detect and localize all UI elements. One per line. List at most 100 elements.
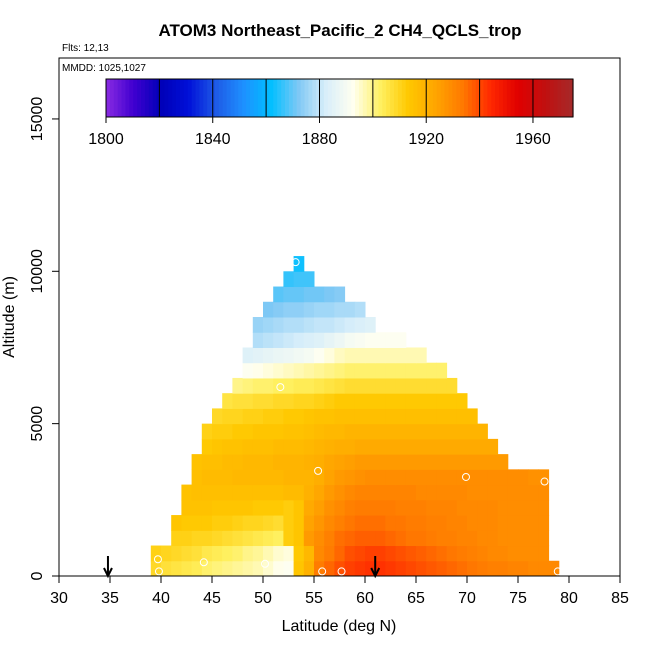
- heatmap-cell: [324, 362, 335, 379]
- heatmap-cell: [375, 347, 386, 364]
- colorbar-segment: [460, 79, 465, 117]
- heatmap-cell: [324, 469, 335, 486]
- colorbar-segment: [222, 79, 228, 117]
- heatmap-cell: [456, 393, 468, 409]
- heatmap-cell: [212, 499, 223, 516]
- heatmap-cell: [344, 377, 356, 394]
- sample-point: [540, 477, 549, 486]
- heatmap-cell: [273, 286, 284, 303]
- heatmap-cell: [446, 454, 458, 470]
- colorbar-segment: [172, 79, 177, 117]
- heatmap-cell: [314, 347, 325, 364]
- heatmap-cell: [507, 469, 519, 486]
- heatmap-cell: [354, 560, 366, 577]
- heatmap-cell: [222, 469, 233, 486]
- heatmap-cell: [344, 301, 356, 318]
- heatmap-cell: [436, 469, 448, 486]
- colorbar-segment: [409, 79, 415, 117]
- heatmap-cell: [283, 530, 295, 547]
- heatmap-cell: [518, 515, 529, 531]
- heatmap-cell: [375, 362, 386, 379]
- heatmap-cell: [365, 332, 376, 348]
- heatmap-cell: [467, 469, 478, 486]
- heatmap-cell: [263, 545, 274, 562]
- x-tick-label: 35: [101, 590, 119, 607]
- heatmap-cell: [405, 377, 417, 394]
- heatmap-cell: [456, 408, 468, 425]
- heatmap-cell: [314, 454, 325, 470]
- sample-points: [153, 258, 562, 576]
- heatmap-cell: [263, 423, 274, 440]
- heatmap-cell: [375, 515, 386, 531]
- heatmap-cells: [150, 256, 560, 577]
- colorbar-segment: [390, 79, 395, 117]
- heatmap-cell: [273, 347, 284, 364]
- colorbar-segment: [137, 79, 142, 117]
- heatmap-cell: [303, 423, 315, 440]
- heatmap-cell: [416, 393, 427, 409]
- heatmap-cell: [426, 362, 437, 379]
- colorbar-segment: [541, 79, 547, 117]
- heatmap-cell: [191, 560, 203, 577]
- colorbar-segment: [448, 79, 453, 117]
- heatmap-cell: [405, 438, 417, 455]
- heatmap-cell: [548, 560, 560, 577]
- sample-point: [553, 567, 562, 576]
- heatmap-cell: [232, 530, 244, 547]
- heatmap-cell: [436, 560, 448, 577]
- heatmap-cell: [161, 560, 172, 577]
- colorbar-segment: [366, 79, 372, 117]
- colorbar-segment: [467, 79, 473, 117]
- heatmap-cell: [324, 484, 335, 501]
- colorbar-segment: [207, 79, 212, 117]
- colorbar-tick-label: 1960: [515, 131, 551, 148]
- heatmap-cell: [273, 317, 284, 333]
- heatmap-cell: [334, 301, 346, 318]
- sample-point: [461, 472, 470, 481]
- colorbar-segment: [203, 79, 208, 117]
- sample-point: [199, 558, 208, 567]
- heatmap-cell: [456, 499, 468, 516]
- heatmap-cell: [344, 362, 356, 379]
- heatmap-cell: [538, 545, 550, 562]
- heatmap-cell: [416, 347, 427, 364]
- heatmap-cell: [314, 515, 325, 531]
- heatmap-cell: [273, 469, 284, 486]
- heatmap-cell: [405, 530, 417, 547]
- heatmap-cell: [201, 469, 213, 486]
- heatmap-cell: [375, 469, 386, 486]
- heatmap-cell: [395, 347, 407, 364]
- heatmap-cell: [426, 484, 437, 501]
- heatmap-cell: [314, 530, 325, 547]
- heatmap-cell: [324, 347, 335, 364]
- heatmap-cell: [252, 362, 264, 379]
- heatmap-cell: [426, 377, 437, 394]
- colorbar-segment: [479, 79, 485, 117]
- heatmap-cell: [497, 469, 509, 486]
- heatmap-cell: [171, 545, 182, 562]
- heatmap-cell: [232, 515, 244, 531]
- heatmap-cell: [538, 499, 550, 516]
- heatmap-cell: [252, 560, 264, 577]
- heatmap-cell: [201, 545, 213, 562]
- heatmap-cell: [303, 301, 315, 318]
- heatmap-cell: [446, 377, 458, 394]
- heatmap-cell: [385, 454, 397, 470]
- colorbar-segment: [148, 79, 154, 117]
- heatmap-cell: [385, 560, 397, 577]
- colorbar-segment: [257, 79, 263, 117]
- heatmap-cell: [487, 545, 499, 562]
- heatmap-cell: [446, 484, 458, 501]
- heatmap-cell: [314, 286, 325, 303]
- heatmap-cell: [191, 530, 203, 547]
- heatmap-cell: [232, 393, 244, 409]
- heatmap-cell: [314, 393, 325, 409]
- heatmap-cell: [446, 438, 458, 455]
- heatmap-cell: [436, 377, 448, 394]
- heatmap-cell: [212, 423, 223, 440]
- heatmap-cell: [528, 515, 539, 531]
- heatmap-cell: [507, 484, 519, 501]
- heatmap-cell: [293, 377, 305, 394]
- heatmap-cell: [212, 469, 223, 486]
- heatmap-cell: [436, 515, 448, 531]
